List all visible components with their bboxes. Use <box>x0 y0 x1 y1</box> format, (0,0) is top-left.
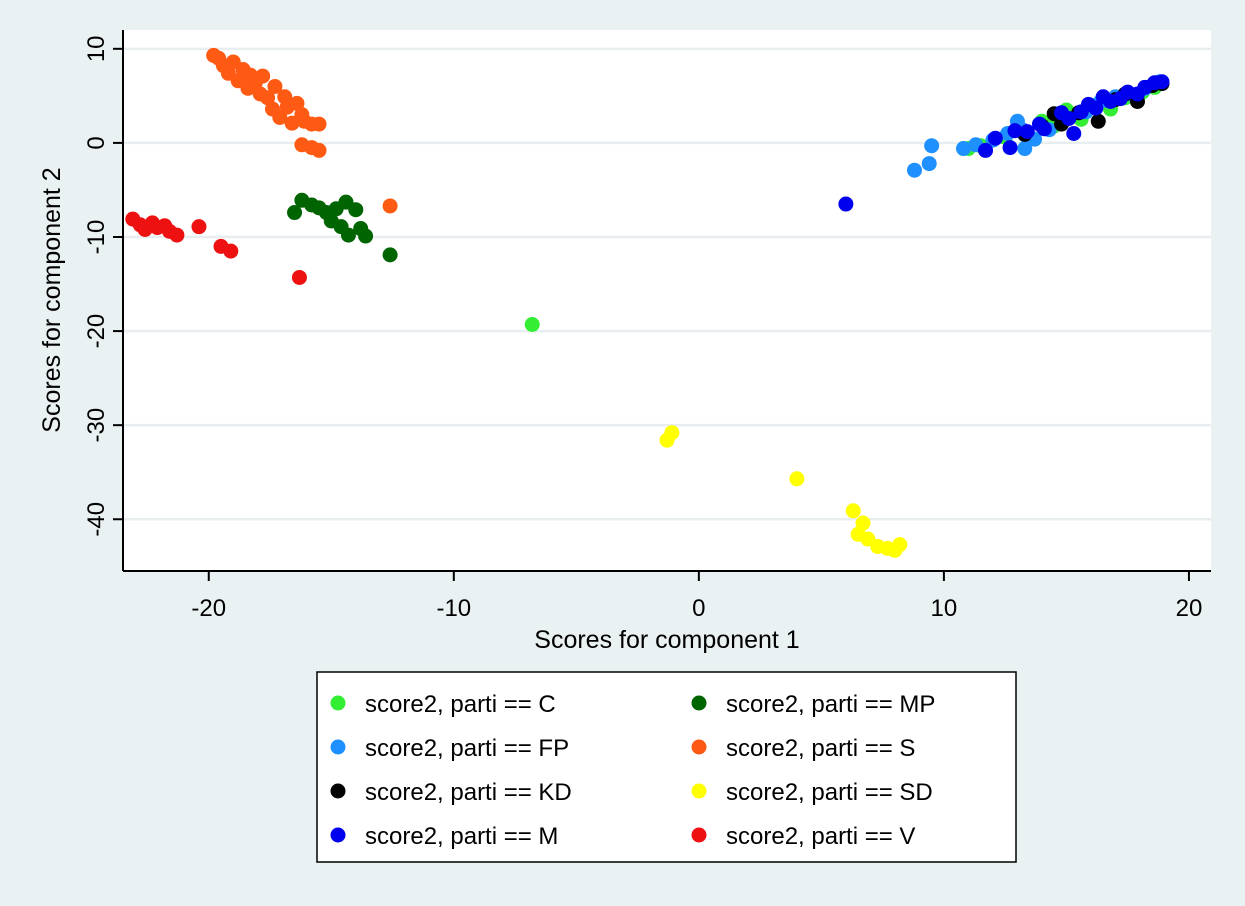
data-point <box>340 227 356 243</box>
data-point <box>289 95 305 111</box>
data-point <box>358 228 374 244</box>
legend-label: score2, parti == MP <box>726 691 935 718</box>
y-tick-label: -30 <box>83 408 110 443</box>
data-point <box>1088 100 1104 116</box>
x-tick-label: -20 <box>191 595 226 622</box>
data-point <box>311 142 327 158</box>
legend-label: score2, parti == S <box>726 735 915 762</box>
data-point <box>838 196 854 212</box>
y-tick-label: -10 <box>83 220 110 255</box>
legend-marker <box>691 783 707 799</box>
data-point <box>524 316 540 332</box>
data-point <box>1036 121 1052 137</box>
data-point <box>260 90 276 106</box>
y-axis-title: Scores for component 2 <box>38 167 66 432</box>
data-point <box>892 537 908 553</box>
y-ticks: 10 0 -10 -20 -30 -40 <box>83 35 123 537</box>
legend-marker <box>330 827 346 843</box>
data-point <box>1154 74 1170 90</box>
legend-marker <box>691 695 707 711</box>
data-point <box>1061 110 1077 126</box>
data-points <box>125 47 1170 558</box>
data-point <box>845 503 861 519</box>
data-point <box>267 78 283 94</box>
data-point <box>382 198 398 214</box>
legend-label: score2, parti == C <box>365 691 556 718</box>
x-tick-label: -10 <box>436 595 471 622</box>
data-point <box>191 219 207 235</box>
data-point <box>1090 113 1106 129</box>
legend-box <box>316 671 1017 863</box>
legend-marker <box>691 739 707 755</box>
data-point <box>169 227 185 243</box>
data-point <box>1017 141 1033 157</box>
axes <box>122 30 1211 572</box>
legend-label: score2, parti == M <box>365 823 558 850</box>
data-point <box>291 269 307 285</box>
y-tick-label: 0 <box>83 136 110 149</box>
data-point <box>255 68 271 84</box>
data-point <box>287 205 303 221</box>
data-point <box>1007 123 1023 139</box>
data-point <box>924 138 940 154</box>
x-axis-title: Scores for component 1 <box>534 626 799 654</box>
data-point <box>956 141 972 157</box>
data-point <box>348 202 364 218</box>
legend-label: score2, parti == SD <box>726 779 933 806</box>
x-ticks: -20 -10 0 10 20 <box>191 571 1202 622</box>
data-point <box>1019 124 1035 140</box>
data-point <box>1002 140 1018 156</box>
x-tick-label: 0 <box>692 595 705 622</box>
legend-label: score2, parti == KD <box>365 779 572 806</box>
data-point <box>223 243 239 259</box>
data-point <box>664 425 680 441</box>
legend: score2, parti == C score2, parti == FP sco… <box>316 671 1017 863</box>
data-point <box>382 247 398 263</box>
legend-label: score2, parti == FP <box>365 735 569 762</box>
legend-marker <box>330 783 346 799</box>
data-point <box>855 515 871 531</box>
legend-label: score2, parti == V <box>726 823 915 850</box>
data-point <box>921 156 937 172</box>
data-point <box>906 162 922 178</box>
legend-marker <box>691 827 707 843</box>
legend-marker <box>330 695 346 711</box>
legend-marker <box>330 739 346 755</box>
y-tick-label: -40 <box>83 502 110 537</box>
x-tick-label: 10 <box>931 595 958 622</box>
y-tick-label: -20 <box>83 314 110 349</box>
y-tick-label: 10 <box>83 35 110 62</box>
data-point <box>978 142 994 158</box>
x-tick-label: 20 <box>1176 595 1203 622</box>
data-point <box>789 471 805 487</box>
data-point <box>284 115 300 131</box>
data-point <box>272 110 288 126</box>
data-point <box>987 130 1003 146</box>
data-point <box>1066 125 1082 141</box>
data-point <box>311 116 327 132</box>
